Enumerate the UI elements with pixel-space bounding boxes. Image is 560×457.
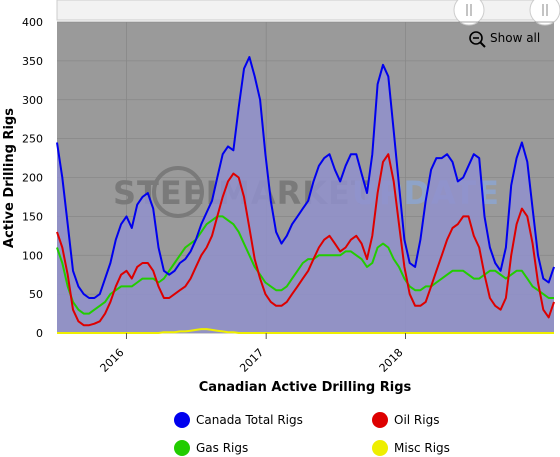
legend: Canada Total Rigs Oil Rigs Gas Rigs Misc Ri… bbox=[174, 412, 450, 456]
x-axis-title: Canadian Active Drilling Rigs bbox=[199, 380, 412, 395]
legend-marker bbox=[174, 412, 190, 428]
watermark-ring bbox=[152, 166, 204, 218]
series-line-canada-total-rigs bbox=[56, 56, 555, 299]
navigator-right-handle[interactable] bbox=[529, 0, 560, 26]
x-tick-label: 2016 bbox=[98, 346, 127, 375]
legend-label: Misc Rigs bbox=[394, 441, 450, 455]
legend-marker bbox=[174, 440, 190, 456]
navigator-left-handle[interactable] bbox=[453, 0, 485, 26]
y-tick-label: 350 bbox=[22, 55, 43, 68]
x-tick-label: 2017 bbox=[237, 346, 266, 375]
legend-marker bbox=[372, 412, 388, 428]
y-axis-title: Active Drilling Rigs bbox=[2, 108, 17, 248]
series-area-canada-total-rigs bbox=[57, 57, 554, 333]
x-tick-label: 2018 bbox=[377, 346, 406, 375]
series-layer bbox=[56, 56, 555, 334]
y-tick-label: 250 bbox=[22, 133, 43, 146]
series-line-gas-rigs bbox=[56, 215, 554, 315]
y-axis: 0 50 100 150 200 250 300 350 400 bbox=[22, 16, 43, 340]
x-axis: 2016 2017 2018 bbox=[98, 333, 407, 375]
legend-item-oil-rigs[interactable]: Oil Rigs bbox=[372, 412, 439, 428]
y-tick-label: 300 bbox=[22, 94, 43, 107]
show-all-label: Show all bbox=[490, 31, 540, 45]
y-tick-label: 50 bbox=[29, 288, 43, 301]
legend-item-misc-rigs[interactable]: Misc Rigs bbox=[372, 440, 450, 456]
y-tick-label: 150 bbox=[22, 210, 43, 223]
legend-label: Oil Rigs bbox=[394, 413, 439, 427]
show-all-button[interactable]: Show all bbox=[469, 31, 540, 48]
y-tick-label: 400 bbox=[22, 16, 43, 29]
legend-item-gas-rigs[interactable]: Gas Rigs bbox=[174, 440, 248, 456]
series-line-oil-rigs bbox=[56, 153, 555, 327]
y-tick-label: 200 bbox=[22, 172, 43, 185]
zoom-out-icon bbox=[469, 31, 486, 48]
legend-marker bbox=[372, 440, 388, 456]
legend-label: Canada Total Rigs bbox=[196, 413, 303, 427]
series-line-misc-rigs bbox=[57, 328, 554, 334]
legend-label: Gas Rigs bbox=[196, 441, 248, 455]
watermark-text-left: STEEL bbox=[113, 174, 227, 212]
legend-item-canada-total-rigs[interactable]: Canada Total Rigs bbox=[174, 412, 303, 428]
y-tick-label: 100 bbox=[22, 249, 43, 262]
y-tick-label: 0 bbox=[36, 327, 43, 340]
